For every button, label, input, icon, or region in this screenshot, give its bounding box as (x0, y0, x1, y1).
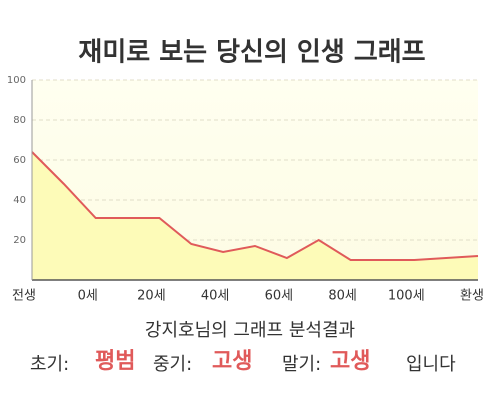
ending: 입니다 (406, 354, 456, 375)
early-value: 평범 (95, 349, 135, 374)
y-tick-label: 100 (7, 75, 26, 86)
late-value: 고생 (330, 349, 370, 374)
early-label: 초기: (30, 354, 69, 375)
y-tick-label: 40 (13, 195, 26, 206)
area-fill (32, 152, 478, 280)
y-tick-label: 60 (13, 155, 26, 166)
analysis-heading: 강지호님의 그래프 분석결과 (145, 320, 355, 341)
x-tick-label: 100세 (388, 289, 425, 304)
x-tick-label: 60세 (265, 289, 294, 304)
x-tick-label: 전생 (12, 289, 36, 304)
late-label: 말기: (282, 354, 321, 375)
x-tick-label: 20세 (137, 289, 166, 304)
x-tick-label: 0세 (78, 289, 98, 304)
x-tick-label: 환생 (460, 289, 484, 304)
x-tick-label: 40세 (201, 289, 230, 304)
chart-title: 재미로 보는 당신의 인생 그래프 (78, 38, 425, 68)
y-tick-label: 20 (13, 235, 26, 246)
y-tick-label: 80 (13, 115, 26, 126)
x-tick-label: 80세 (328, 289, 357, 304)
line (31, 151, 479, 261)
middle-label: 중기: (153, 354, 192, 375)
middle-value: 고생 (212, 349, 252, 374)
